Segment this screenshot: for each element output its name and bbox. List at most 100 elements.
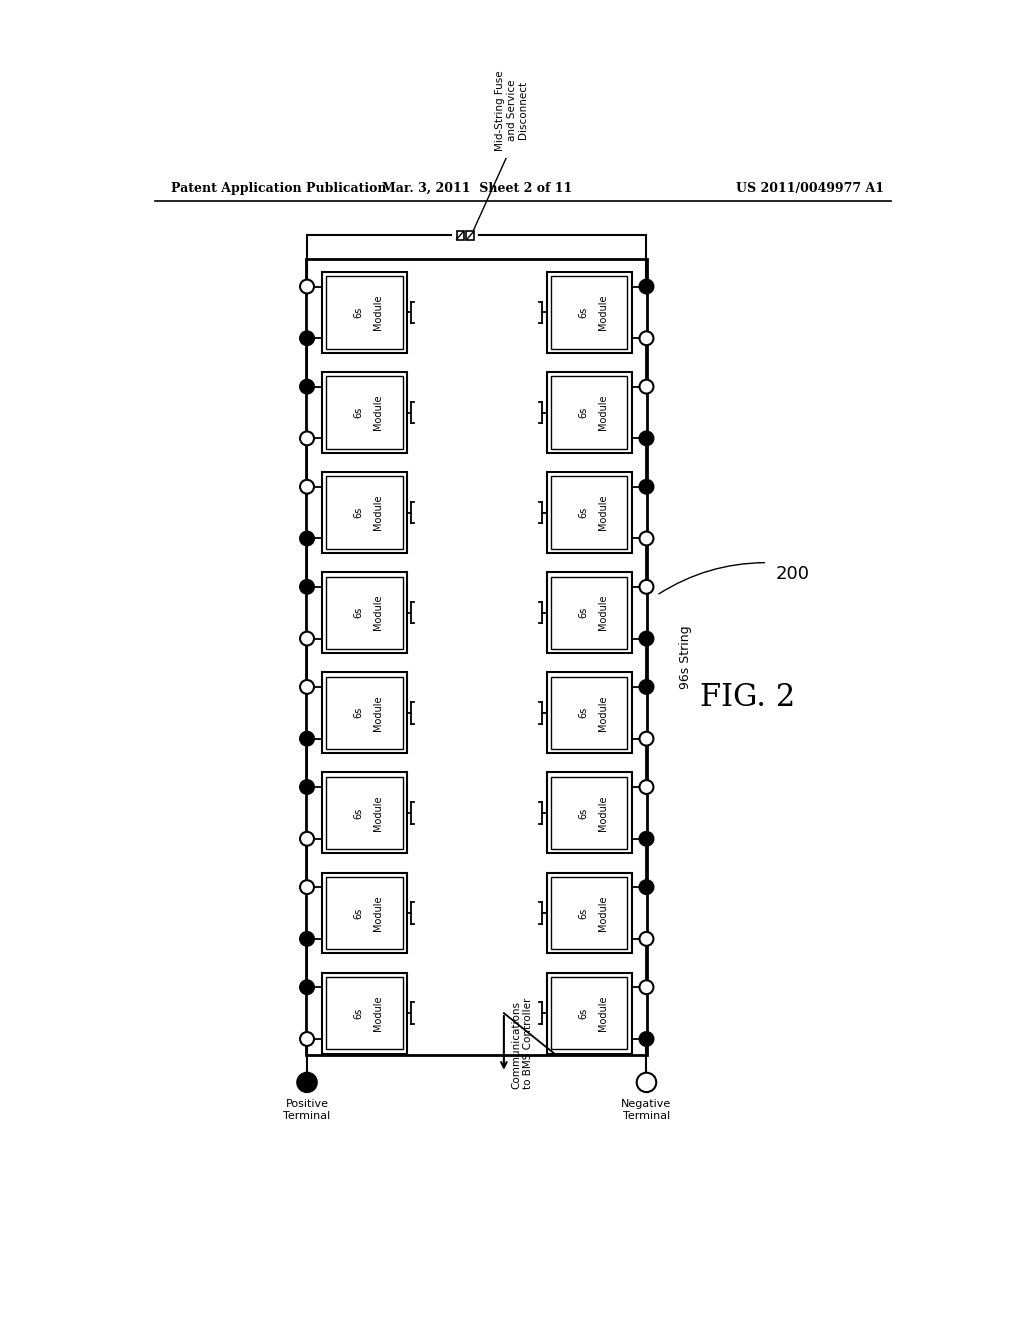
Text: 6s: 6s (353, 907, 364, 919)
Circle shape (300, 832, 314, 846)
Circle shape (300, 981, 314, 994)
Bar (322, 272, 407, 352)
Bar (551, 577, 628, 649)
Text: Module: Module (374, 696, 383, 730)
Bar (326, 776, 402, 849)
Circle shape (640, 331, 653, 346)
Text: 6s: 6s (578, 507, 588, 519)
Circle shape (640, 579, 653, 594)
Circle shape (300, 532, 314, 545)
Text: Patent Application Publication: Patent Application Publication (171, 182, 386, 194)
Circle shape (300, 479, 314, 494)
Text: 6s: 6s (353, 607, 364, 618)
Bar (547, 873, 632, 953)
Circle shape (640, 479, 653, 494)
Text: 6s: 6s (353, 306, 364, 318)
Text: Mid-String Fuse
and Service
Disconnect: Mid-String Fuse and Service Disconnect (495, 70, 528, 150)
Bar (326, 876, 402, 949)
Text: 96s String: 96s String (680, 626, 692, 689)
Bar (551, 776, 628, 849)
Circle shape (300, 932, 314, 946)
Bar (322, 473, 407, 553)
Bar (322, 873, 407, 953)
Bar (326, 677, 402, 748)
Circle shape (300, 331, 314, 346)
Circle shape (300, 780, 314, 793)
Circle shape (640, 932, 653, 946)
Text: Module: Module (374, 294, 383, 330)
Circle shape (640, 532, 653, 545)
Bar (547, 772, 632, 853)
Circle shape (640, 981, 653, 994)
Text: 6s: 6s (578, 708, 588, 718)
Text: 6s: 6s (353, 1007, 364, 1019)
Text: Module: Module (374, 395, 383, 430)
Text: Module: Module (598, 895, 608, 931)
Bar (326, 977, 402, 1049)
Circle shape (640, 680, 653, 694)
Circle shape (640, 780, 653, 793)
Bar (547, 372, 632, 453)
Bar (551, 876, 628, 949)
Text: 6s: 6s (578, 407, 588, 418)
Circle shape (300, 579, 314, 594)
Circle shape (640, 832, 653, 846)
Text: Module: Module (598, 696, 608, 730)
Bar (322, 573, 407, 653)
Bar (322, 372, 407, 453)
Text: 6s: 6s (353, 708, 364, 718)
Text: Module: Module (374, 995, 383, 1031)
Bar (551, 677, 628, 748)
Bar (547, 272, 632, 352)
Bar (326, 577, 402, 649)
Bar (466, 231, 474, 240)
Text: Module: Module (374, 795, 383, 830)
Circle shape (640, 880, 653, 894)
Text: Positive
Terminal: Positive Terminal (284, 1100, 331, 1121)
Text: 6s: 6s (353, 407, 364, 418)
Text: Module: Module (598, 995, 608, 1031)
Circle shape (300, 880, 314, 894)
Bar (322, 672, 407, 754)
Circle shape (640, 1032, 653, 1045)
Bar (322, 772, 407, 853)
Text: 6s: 6s (578, 808, 588, 818)
Text: FIG. 2: FIG. 2 (700, 682, 796, 713)
Text: Communications
to BMS Controller: Communications to BMS Controller (512, 997, 534, 1089)
Text: Module: Module (374, 495, 383, 531)
Text: Module: Module (374, 595, 383, 631)
Bar (306, 259, 647, 1056)
Bar (551, 376, 628, 449)
Circle shape (640, 432, 653, 445)
Bar (326, 477, 402, 549)
Circle shape (297, 1073, 316, 1092)
Bar (551, 477, 628, 549)
Bar (326, 376, 402, 449)
Bar (547, 973, 632, 1053)
Text: 200: 200 (775, 565, 809, 583)
Circle shape (300, 731, 314, 746)
Circle shape (300, 432, 314, 445)
Bar (326, 276, 402, 348)
Text: 6s: 6s (578, 306, 588, 318)
Bar (547, 573, 632, 653)
Text: Mar. 3, 2011  Sheet 2 of 11: Mar. 3, 2011 Sheet 2 of 11 (382, 182, 571, 194)
Bar (547, 672, 632, 754)
Bar (547, 473, 632, 553)
Text: 6s: 6s (578, 1007, 588, 1019)
Text: 6s: 6s (578, 607, 588, 618)
Text: 6s: 6s (353, 808, 364, 818)
Text: US 2011/0049977 A1: US 2011/0049977 A1 (735, 182, 884, 194)
Text: 6s: 6s (578, 907, 588, 919)
Circle shape (300, 680, 314, 694)
Text: Module: Module (598, 495, 608, 531)
Circle shape (640, 731, 653, 746)
Circle shape (640, 632, 653, 645)
Circle shape (300, 632, 314, 645)
Circle shape (637, 1073, 656, 1092)
Bar (322, 973, 407, 1053)
Circle shape (640, 280, 653, 293)
Text: Negative
Terminal: Negative Terminal (622, 1100, 672, 1121)
Text: Module: Module (598, 595, 608, 631)
Bar (551, 276, 628, 348)
